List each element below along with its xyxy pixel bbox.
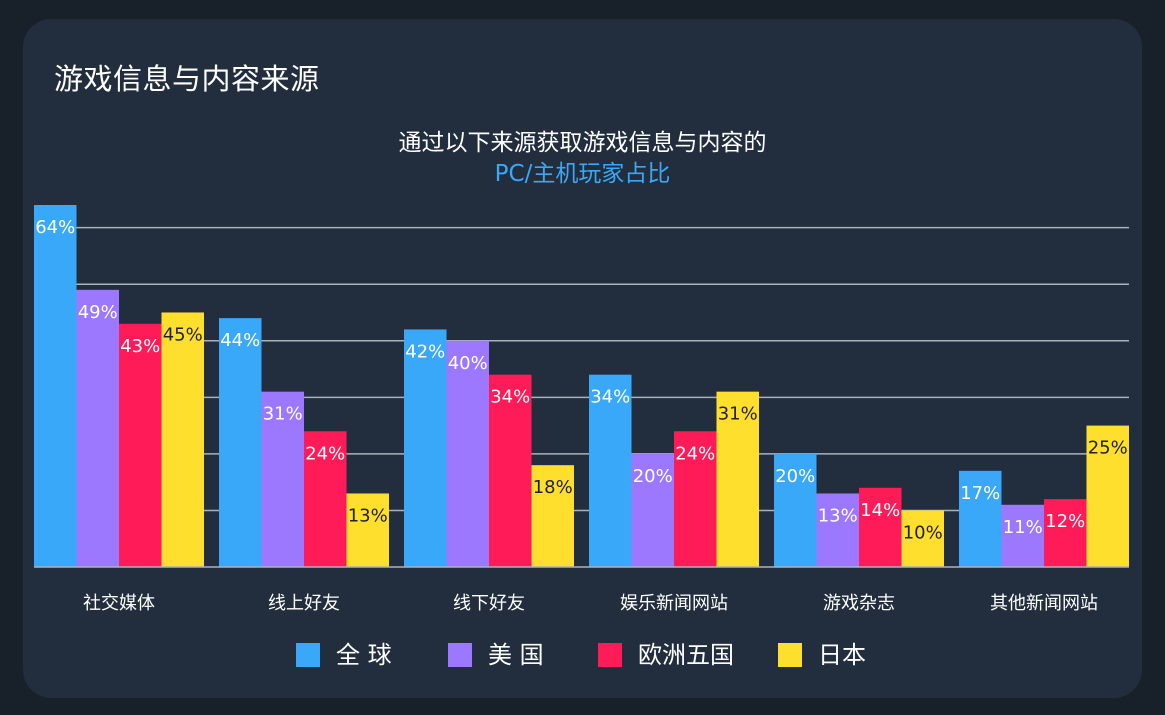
data-label: 14% [860,500,900,521]
bar [631,453,674,567]
data-label: 49% [78,302,118,323]
bar [219,318,262,567]
bar [119,323,162,567]
bar [589,374,632,567]
data-label: 11% [1003,517,1043,538]
bar [859,487,902,567]
data-label: 31% [263,404,303,425]
data-label: 20% [633,466,673,487]
x-tick-label: 娱乐新闻网站 [620,593,728,614]
bar [34,205,77,567]
data-label: 12% [1045,511,1085,532]
legend-swatch [448,643,472,667]
bar [404,329,447,567]
data-label: 64% [35,217,75,238]
bar [446,340,489,567]
data-label: 18% [533,477,573,498]
data-label: 10% [903,522,943,543]
x-tick-label: 其他新闻网站 [990,593,1098,614]
bar [346,493,389,567]
data-label: 34% [490,387,530,408]
data-label: 24% [305,443,345,464]
bar [716,391,759,567]
bar [774,453,817,567]
legend-label: 美 国 [488,641,544,669]
data-label: 24% [675,443,715,464]
legend-swatch [598,643,622,667]
data-label: 34% [590,387,630,408]
bar [1001,504,1044,567]
bar [959,470,1002,567]
chart-subtitle: PC/主机玩家占比 [494,161,671,187]
data-label: 17% [960,483,1000,504]
legend-label: 日本 [818,641,866,669]
bar [1086,425,1129,567]
x-tick-label: 游戏杂志 [823,593,895,614]
data-label: 13% [818,505,858,526]
legend-swatch [296,643,320,667]
bar [901,510,944,567]
data-label: 20% [775,466,815,487]
data-label: 42% [405,341,445,362]
bar [674,431,717,567]
legend: 全 球 美 国 欧洲五国 日本 [0,638,1165,672]
x-tick-label: 线上好友 [268,593,340,614]
x-tick-label: 社交媒体 [83,593,155,614]
data-label: 13% [348,505,388,526]
data-label: 25% [1088,438,1128,459]
legend-swatch [778,643,802,667]
card-title: 游戏信息与内容来源 [54,62,320,96]
chart-title: 通过以下来源获取游戏信息与内容的 [398,130,767,156]
bar [1044,499,1087,567]
data-label: 45% [163,324,203,345]
bar [76,289,119,567]
data-label: 40% [448,353,488,374]
chart-card [23,19,1142,698]
bar [489,374,532,567]
data-label: 31% [718,404,758,425]
bar [816,493,859,567]
bar [531,465,574,567]
bar [304,431,347,567]
bar [261,391,304,567]
legend-label: 欧洲五国 [638,641,734,669]
legend-label: 全 球 [336,641,392,669]
data-label: 44% [220,330,260,351]
bar [161,312,204,567]
x-tick-label: 线下好友 [453,593,525,614]
data-label: 43% [120,336,160,357]
